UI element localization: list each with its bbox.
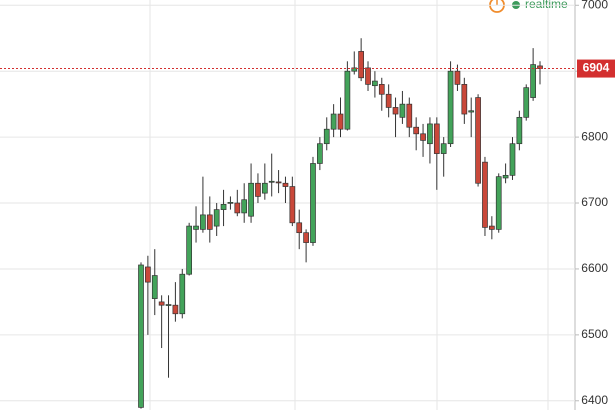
candle-body xyxy=(151,275,158,299)
candle-body xyxy=(440,143,447,154)
candle-body xyxy=(454,70,461,85)
last-price-label: 6904 xyxy=(583,61,610,75)
candle-body xyxy=(399,103,406,118)
candle-body xyxy=(158,301,165,306)
candle-body xyxy=(206,214,213,230)
candle-body xyxy=(351,67,358,72)
candle-body xyxy=(502,174,509,179)
candle-body xyxy=(461,84,468,115)
candle-body xyxy=(365,67,371,85)
candle-body xyxy=(179,273,186,315)
candle-body xyxy=(358,51,364,79)
candle-body xyxy=(213,209,220,227)
candle-body xyxy=(234,202,241,214)
last-price-tag xyxy=(577,59,615,78)
candle-body xyxy=(289,186,296,224)
candle-body xyxy=(268,180,275,183)
candle-body xyxy=(200,214,206,230)
candle-body xyxy=(145,266,151,283)
candle-body xyxy=(447,70,454,145)
y-tick-label: 6400 xyxy=(581,393,608,407)
candle-body xyxy=(193,225,199,230)
candle-body xyxy=(255,182,261,197)
candle-body xyxy=(482,161,488,228)
candle-body xyxy=(433,123,440,154)
candle-body xyxy=(337,113,344,130)
y-tick-label: 6500 xyxy=(581,327,608,341)
candle-body xyxy=(220,203,227,210)
candle-body xyxy=(303,232,309,243)
candle-body xyxy=(186,225,193,275)
candle-body xyxy=(530,64,536,98)
candle-body xyxy=(468,110,475,113)
candle-body xyxy=(385,93,392,108)
candle-body xyxy=(378,84,385,95)
candle-body xyxy=(372,80,378,87)
candle-body xyxy=(227,202,234,204)
candle-body xyxy=(392,107,399,115)
candle-body xyxy=(323,128,330,145)
candle-body xyxy=(310,163,316,243)
y-tick-label: 6700 xyxy=(581,195,608,209)
candle-body xyxy=(523,87,530,118)
candle-body xyxy=(296,222,303,234)
y-tick-label: 7000 xyxy=(581,0,608,11)
candle-body xyxy=(406,103,413,128)
candle-body xyxy=(317,143,323,164)
candle-body xyxy=(509,143,516,176)
candle-body xyxy=(516,116,523,145)
candle-body xyxy=(488,225,495,230)
y-tick-label: 6800 xyxy=(581,129,608,143)
candle-body xyxy=(330,113,337,130)
candle-body xyxy=(165,304,172,306)
candle-body xyxy=(413,126,420,135)
candle-body xyxy=(427,123,433,145)
candle-body xyxy=(138,264,144,408)
candle-body xyxy=(344,70,351,130)
candle-body xyxy=(241,199,248,214)
candle-body xyxy=(282,182,289,187)
candle-body xyxy=(495,176,502,230)
candle-body xyxy=(475,97,481,184)
candle-body xyxy=(172,304,179,315)
candle-body xyxy=(261,182,268,194)
candle-body xyxy=(275,181,282,184)
candle-body xyxy=(248,182,254,217)
y-tick-label: 6600 xyxy=(581,261,608,275)
candle-body xyxy=(420,133,426,141)
